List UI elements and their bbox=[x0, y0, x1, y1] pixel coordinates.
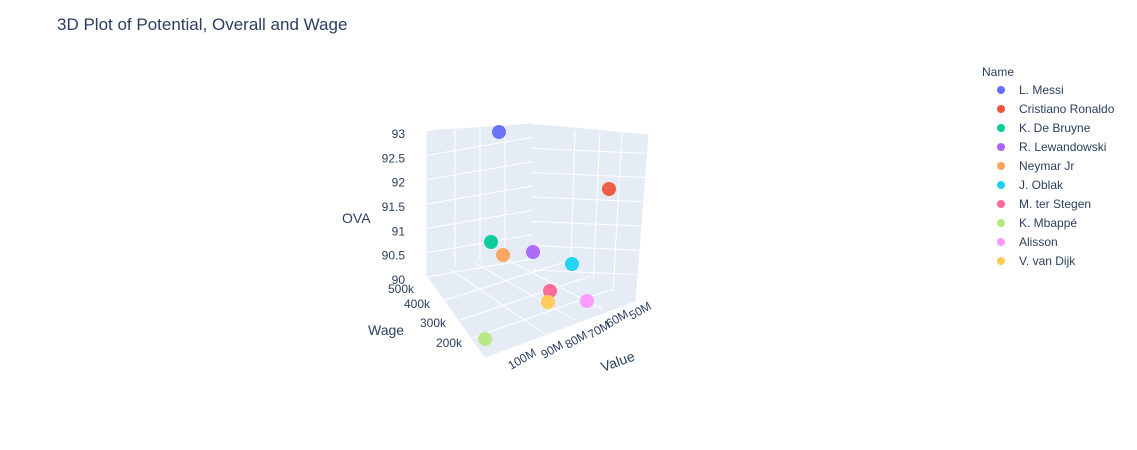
z-tick-label: 92.5 bbox=[382, 151, 406, 165]
legend-label[interactable]: Alisson bbox=[1019, 235, 1058, 249]
legend-label[interactable]: Neymar Jr bbox=[1019, 159, 1074, 173]
legend-label[interactable]: Cristiano Ronaldo bbox=[1019, 102, 1115, 116]
chart-title: 3D Plot of Potential, Overall and Wage bbox=[57, 15, 347, 34]
z-tick-label: 93 bbox=[392, 127, 406, 141]
legend-marker[interactable] bbox=[997, 105, 1005, 113]
floor-grid bbox=[449, 268, 546, 335]
z-grid-right bbox=[531, 172, 649, 179]
legend-marker[interactable] bbox=[997, 219, 1005, 227]
z-axis-title: OVA bbox=[342, 210, 371, 226]
wall-grid-vertical bbox=[592, 131, 601, 282]
data-points bbox=[478, 125, 616, 346]
z-grid-left bbox=[426, 112, 533, 132]
legend-marker[interactable] bbox=[997, 143, 1005, 151]
legend-label[interactable]: V. van Dijk bbox=[1019, 254, 1076, 268]
legend-marker[interactable] bbox=[997, 238, 1005, 246]
legend-marker[interactable] bbox=[997, 181, 1005, 189]
legend-label[interactable]: L. Messi bbox=[1019, 83, 1064, 97]
data-point[interactable] bbox=[492, 125, 506, 139]
z-grid-right bbox=[531, 269, 649, 276]
legend-marker[interactable] bbox=[997, 257, 1005, 265]
legend-label[interactable]: M. ter Stegen bbox=[1019, 197, 1091, 211]
z-grid-right bbox=[531, 220, 649, 227]
x-tick-label: 100M bbox=[506, 345, 539, 372]
y-tick-label: 500k bbox=[388, 282, 415, 296]
data-point[interactable] bbox=[543, 284, 557, 298]
z-grid-right bbox=[531, 245, 649, 252]
legend-title: Name bbox=[982, 65, 1014, 79]
data-point[interactable] bbox=[526, 245, 540, 259]
legend-label[interactable]: J. Oblak bbox=[1019, 178, 1064, 192]
legend-label[interactable]: K. Mbappé bbox=[1019, 216, 1077, 230]
z-tick-label: 90.5 bbox=[382, 249, 406, 263]
x-axis-title: Value bbox=[599, 348, 637, 375]
legend-marker[interactable] bbox=[997, 200, 1005, 208]
data-point[interactable] bbox=[496, 248, 510, 262]
wall-grid-vertical bbox=[612, 133, 623, 293]
z-tick-label: 91.5 bbox=[382, 200, 406, 214]
y-tick-label: 200k bbox=[436, 336, 463, 350]
y-axis-title: Wage bbox=[368, 322, 404, 338]
y-tick-label: 300k bbox=[420, 316, 447, 330]
legend-marker[interactable] bbox=[997, 124, 1005, 132]
z-grid-left bbox=[426, 258, 533, 278]
z-tick-label: 90 bbox=[392, 273, 406, 287]
floor-grid bbox=[459, 275, 591, 321]
data-point[interactable] bbox=[484, 235, 498, 249]
data-point[interactable] bbox=[565, 257, 579, 271]
z-tick-label: 92 bbox=[392, 176, 406, 190]
data-point[interactable] bbox=[478, 332, 492, 346]
wall-grid-vertical bbox=[570, 129, 576, 269]
z-grid-right bbox=[531, 123, 649, 130]
floor-grid bbox=[474, 262, 576, 321]
data-point[interactable] bbox=[541, 295, 555, 309]
data-point[interactable] bbox=[580, 294, 594, 308]
z-tick-label: 91 bbox=[392, 224, 406, 238]
z-grid-right bbox=[531, 196, 649, 203]
scene-3d bbox=[426, 112, 649, 358]
legend-marker[interactable] bbox=[997, 162, 1005, 170]
data-point[interactable] bbox=[602, 182, 616, 196]
z-grid-right bbox=[531, 147, 649, 154]
legend-label[interactable]: K. De Bruyne bbox=[1019, 121, 1091, 135]
legend-label[interactable]: R. Lewandowski bbox=[1019, 140, 1106, 154]
floor-grid bbox=[444, 261, 566, 301]
legend: Name L. Messi Cristiano Ronaldo K. De Bruy… bbox=[982, 65, 1115, 268]
y-tick-label: 400k bbox=[404, 297, 431, 311]
legend-marker[interactable] bbox=[997, 86, 1005, 94]
x-tick-label: 90M bbox=[539, 338, 566, 362]
